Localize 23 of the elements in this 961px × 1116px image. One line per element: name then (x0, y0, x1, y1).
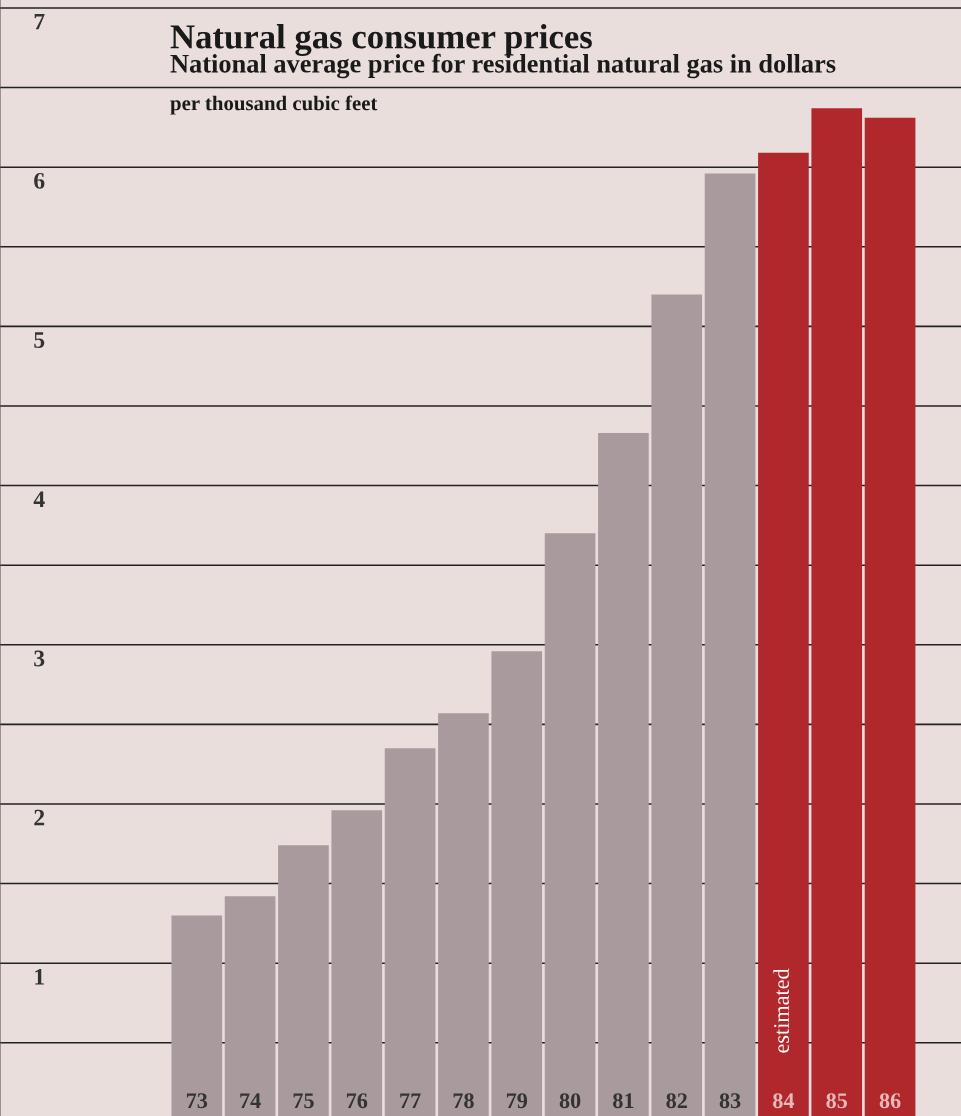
y-tick-label: 2 (34, 809, 45, 826)
x-tick-label: 79 (506, 1093, 528, 1109)
x-tick-label: 82 (666, 1093, 687, 1109)
annotation: per thousand cubic feet (170, 95, 378, 115)
y-tick-label: 3 (34, 650, 45, 667)
y-tick-label: 4 (33, 491, 45, 507)
x-tick-label: 74 (240, 1093, 261, 1108)
x-tick-label: 81 (613, 1093, 634, 1109)
x-tick-label: 77 (400, 1093, 421, 1108)
annotation: estimated (773, 968, 789, 1053)
x-tick-label: 86 (879, 1093, 901, 1109)
x-tick-label: 84 (773, 1093, 795, 1109)
x-tick-label: 80 (559, 1093, 581, 1109)
x-tick-label: 76 (346, 1093, 368, 1109)
y-tick-label: 7 (34, 13, 45, 30)
x-tick-label: 73 (186, 1093, 208, 1109)
x-tick-label: 78 (453, 1093, 474, 1109)
x-tick-label: 83 (719, 1093, 741, 1109)
x-tick-label: 75 (293, 1093, 314, 1109)
y-tick-label: 5 (34, 332, 45, 348)
y-tick-label: 6 (34, 172, 45, 189)
x-tick-label: 85 (826, 1093, 848, 1109)
y-tick-label: 1 (35, 968, 44, 985)
